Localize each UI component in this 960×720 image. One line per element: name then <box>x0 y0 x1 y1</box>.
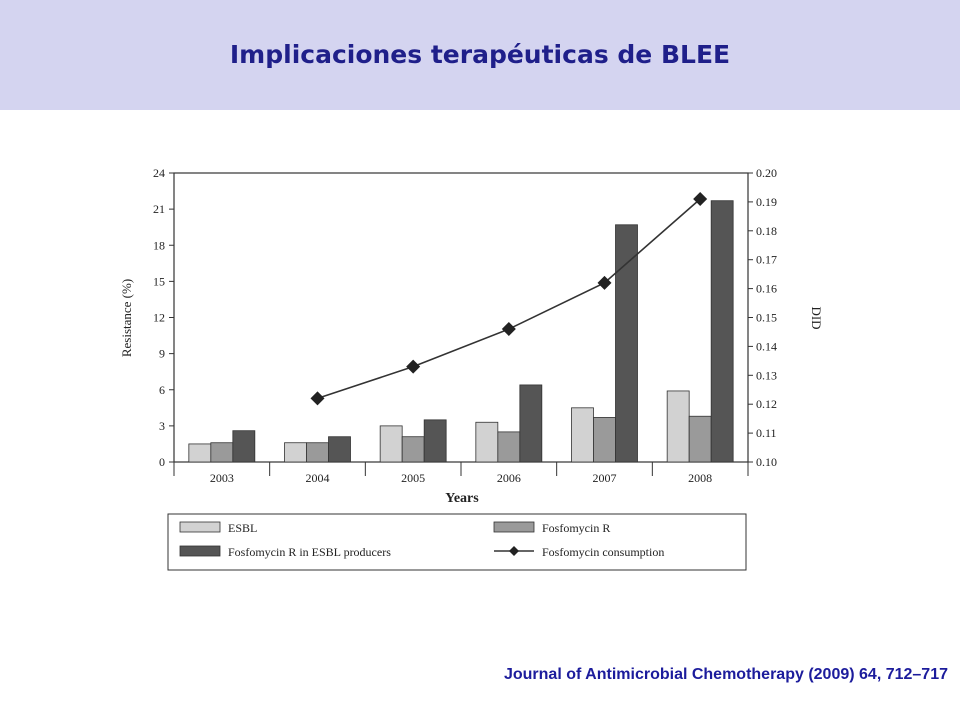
x-tick-label: 2008 <box>688 471 712 485</box>
y2-tick-label: 0.10 <box>756 455 777 469</box>
consumption-point <box>501 322 516 337</box>
x-tick-label: 2003 <box>210 471 234 485</box>
y2-tick-label: 0.15 <box>756 311 777 325</box>
y2-tick-label: 0.19 <box>756 195 777 209</box>
bar-esbl-2003 <box>188 443 212 463</box>
y-tick-label: 9 <box>159 347 165 361</box>
bar-fosfomycin-r-in-esbl-producers-2004 <box>328 436 351 463</box>
legend-swatch-esbl <box>179 521 221 533</box>
x-tick-label: 2007 <box>593 471 617 485</box>
x-tick-label: 2005 <box>401 471 425 485</box>
y-tick-label: 21 <box>153 202 165 216</box>
legend-label-consumption: Fosfomycin consumption <box>542 545 664 559</box>
y2-axis-label: DID <box>809 306 824 329</box>
y2-tick-label: 0.13 <box>756 368 777 382</box>
legend-swatch-fosfomycin-r <box>493 521 535 533</box>
y2-tick-label: 0.11 <box>756 426 777 440</box>
y2-tick-label: 0.12 <box>756 397 777 411</box>
y2-tick-label: 0.14 <box>756 339 777 353</box>
bar-fosfomycin-r-in-esbl-producers-2008 <box>710 200 734 463</box>
y-tick-label: 6 <box>159 383 165 397</box>
bar-fosfomycin-r-in-esbl-producers-2006 <box>519 384 543 463</box>
x-tick-label: 2006 <box>497 471 521 485</box>
bar-fosfomycin-r-2005 <box>401 436 425 463</box>
bar-fosfomycin-r-2007 <box>593 417 616 463</box>
bar-fosfomycin-r-2006 <box>497 431 521 463</box>
consumption-line <box>317 198 701 400</box>
bar-fosfomycin-r-2004 <box>306 442 329 463</box>
y-tick-label: 18 <box>153 238 165 252</box>
bar-esbl-2004 <box>284 442 307 463</box>
legend-label-fosfomycin-r: Fosfomycin R <box>542 521 610 535</box>
bar-fosfomycin-r-in-esbl-producers-2007 <box>615 224 638 463</box>
bar-esbl-2005 <box>379 425 403 463</box>
bar-esbl-2006 <box>475 421 499 463</box>
bar-fosfomycin-r-2008 <box>688 415 712 463</box>
y-tick-label: 24 <box>153 166 165 180</box>
y-axis-label: Resistance (%) <box>119 279 134 357</box>
legend-label-esbl: ESBL <box>228 521 257 535</box>
legend-swatch-fosfomycin-r-esbl <box>179 545 221 557</box>
legend-box <box>167 513 747 571</box>
y-tick-label: 12 <box>153 311 165 325</box>
y-tick-label: 3 <box>159 419 165 433</box>
legend-marker-consumption <box>509 546 519 556</box>
y2-tick-label: 0.16 <box>756 282 777 296</box>
plot-frame <box>173 172 749 463</box>
x-tick-label: 2004 <box>306 471 330 485</box>
bar-fosfomycin-r-2003 <box>210 442 234 463</box>
consumption-point <box>693 192 708 207</box>
consumption-point <box>310 391 325 406</box>
y-tick-label: 15 <box>153 274 165 288</box>
bar-esbl-2008 <box>666 390 690 463</box>
y2-tick-label: 0.18 <box>756 224 777 238</box>
legend-label-fosfomycin-r-esbl: Fosfomycin R in ESBL producers <box>228 545 391 559</box>
slide-title: Implicaciones terapéuticas de BLEE <box>229 40 731 69</box>
title-banner <box>0 0 960 110</box>
bar-fosfomycin-r-in-esbl-producers-2005 <box>423 419 447 463</box>
bar-fosfomycin-r-in-esbl-producers-2003 <box>232 430 256 463</box>
citation: Journal of Antimicrobial Chemotherapy (2… <box>503 666 948 683</box>
consumption-point <box>597 275 612 290</box>
y-tick-label: 0 <box>159 455 165 469</box>
bar-esbl-2007 <box>571 407 594 463</box>
consumption-point <box>406 359 421 374</box>
y2-tick-label: 0.20 <box>756 166 777 180</box>
y2-tick-label: 0.17 <box>756 253 777 267</box>
x-axis-label: Years <box>445 491 479 506</box>
